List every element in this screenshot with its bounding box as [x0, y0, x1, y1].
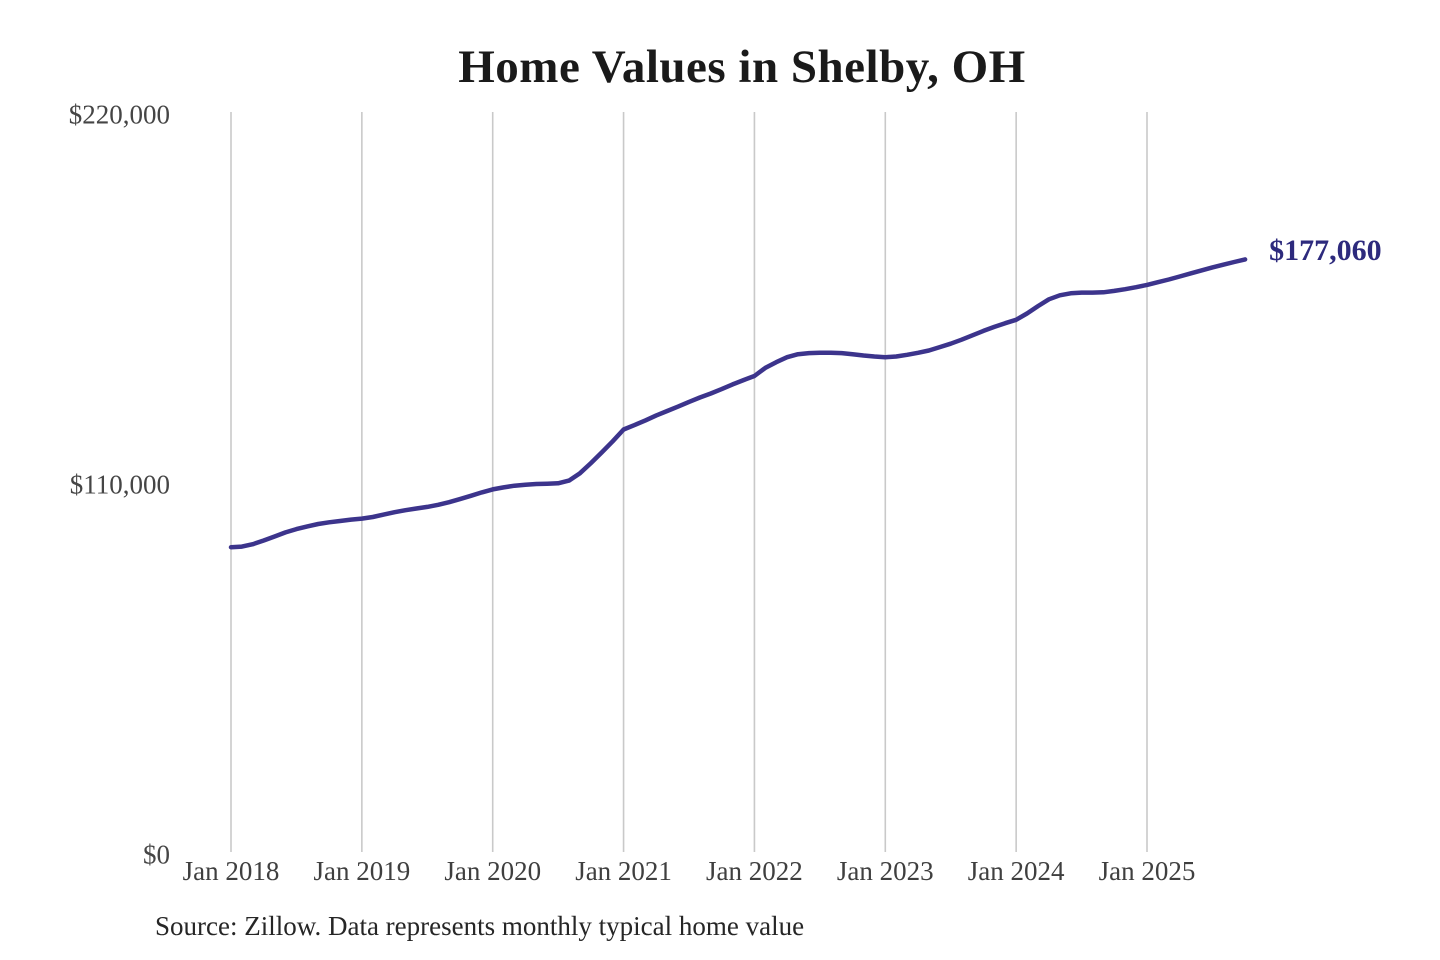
x-axis-label: Jan 2019	[313, 856, 411, 886]
x-axis-label: Jan 2024	[967, 856, 1065, 886]
x-axis-label: Jan 2021	[575, 856, 672, 886]
x-axis-label: Jan 2022	[706, 856, 803, 886]
vertical-gridlines	[230, 112, 1148, 852]
y-axis-label: $110,000	[69, 469, 170, 500]
home-value-line-series	[228, 257, 1248, 550]
y-axis-label: $220,000	[68, 99, 170, 130]
x-axis-label: Jan 2023	[836, 856, 934, 886]
x-axis-label: Jan 2025	[1098, 856, 1196, 886]
last-value-label: $177,060	[1269, 234, 1382, 268]
chart-title: Home Values in Shelby, OH	[458, 41, 1026, 93]
x-axis-label: Jan 2020	[444, 856, 542, 886]
y-axis-label: $0	[143, 839, 170, 870]
source-note: Source: Zillow. Data represents monthly …	[155, 911, 805, 941]
x-axis-label: Jan 2018	[182, 856, 280, 886]
